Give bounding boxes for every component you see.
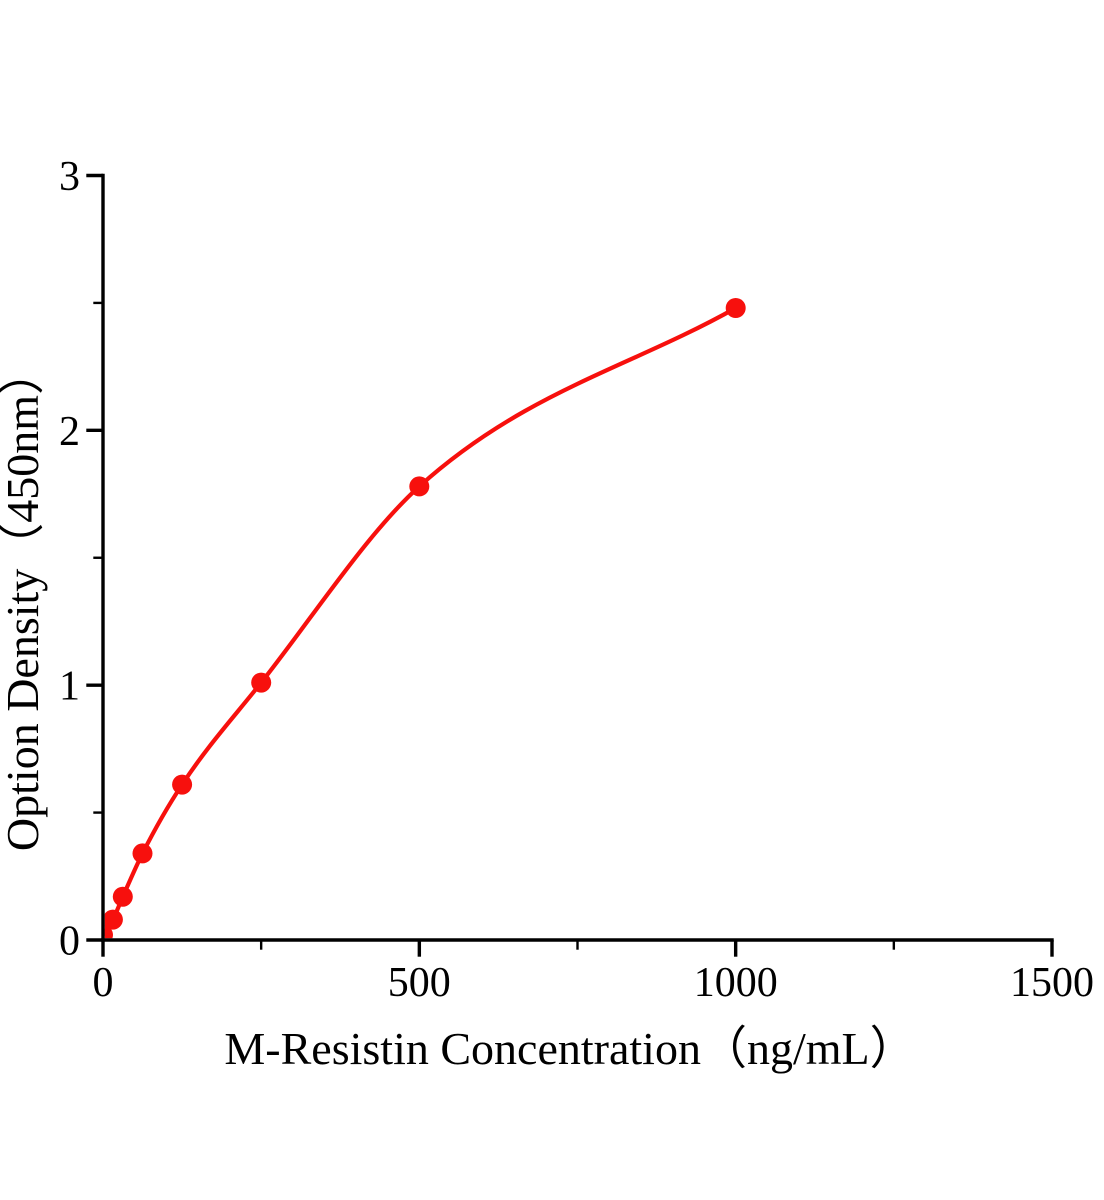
x-tick-label: 500 [388,960,451,1006]
y-tick-label: 2 [59,409,80,455]
x-tick-label: 0 [93,960,114,1006]
data-point [132,843,153,864]
axes-group [86,173,1054,957]
y-axis-title: Option Density（450nm） [0,349,48,851]
data-point [725,298,746,318]
y-tick-label: 3 [59,154,80,200]
data-point [104,925,113,939]
data-series-group [104,298,746,939]
data-point [409,476,430,497]
x-tick-label: 1000 [694,960,778,1006]
tick-labels-group: 0 500 1000 1500 0 1 2 3 [59,154,1094,1006]
x-tick-label: 1500 [1010,960,1094,1006]
data-point [104,909,123,930]
y-tick-label: 0 [59,919,80,965]
y-tick-label: 1 [59,664,80,710]
x-axis-title: M-Resistin Concentration（ng/mL） [224,1023,915,1074]
data-point [251,672,272,693]
fit-curve-line [104,305,738,937]
data-point [112,886,133,907]
data-point [172,774,193,795]
